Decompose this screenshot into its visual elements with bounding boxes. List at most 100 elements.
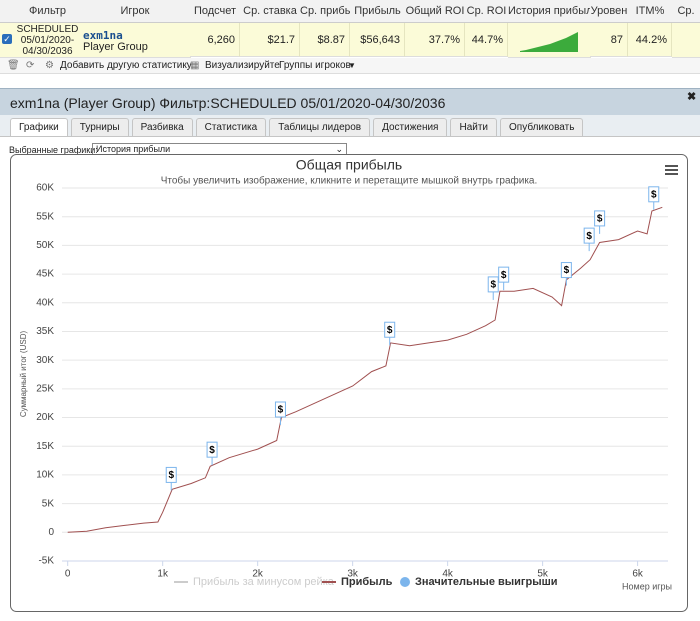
legend-item[interactable]: Прибыль за минусом рейка: [174, 576, 335, 588]
y-tick-label: 20K: [36, 412, 54, 423]
stat-cell: $21.7: [240, 23, 300, 57]
y-tick-label: 0: [48, 527, 54, 538]
sparkline-cell: [508, 23, 591, 58]
icon-chart[interactable]: ▦: [190, 60, 200, 71]
chart-subtitle: Чтобы увеличить изображение, кликните и …: [161, 175, 538, 187]
legend-item[interactable]: Прибыль: [322, 576, 393, 588]
flag[interactable]: $: [648, 186, 660, 210]
flag-box: [487, 276, 499, 293]
filter-cell: SCHEDULED 05/01/2020-04/30/2036: [15, 23, 81, 58]
y-axis-title: Суммарный итог (USD): [19, 331, 28, 418]
flag-text: $: [168, 470, 174, 481]
add-stat[interactable]: Добавить другую статистику: [60, 60, 192, 71]
panel-titlebar: exm1na (Player Group) Фильтр:SCHEDULED 0…: [0, 89, 700, 115]
x-tick-label: 6k: [632, 569, 644, 580]
toolbar: 🗑 ⟳ ⚙ Добавить другую статистику ▦ Визуа…: [0, 58, 700, 74]
tab[interactable]: Графики: [10, 118, 68, 136]
y-tick-label: 40K: [36, 297, 54, 308]
groups[interactable]: Группы игроков: [279, 60, 351, 71]
player-name[interactable]: exm1na: [83, 29, 123, 42]
column-header[interactable]: Ср. прибыль: [300, 0, 351, 23]
column-header[interactable]: Ср. ставка: [240, 0, 301, 23]
profit-line: [67, 206, 663, 533]
y-tick-label: 50K: [36, 240, 54, 251]
x-tick-label: 4k: [442, 569, 454, 580]
sparkline: [520, 32, 578, 52]
legend-label: Значительные выигрыши: [415, 576, 558, 588]
x-tick-label: 0: [65, 569, 71, 580]
level-cell: 87: [590, 23, 628, 57]
select-label: Выбранные графики:: [9, 145, 98, 155]
y-tick-label: 5K: [42, 498, 55, 509]
flag-text: $: [564, 265, 570, 276]
row-check-cell: ✓: [0, 23, 16, 58]
column-header[interactable]: Прибыль: [350, 0, 406, 23]
y-tick-label: 60K: [36, 183, 54, 194]
flag-box: [206, 441, 218, 458]
menu-icon[interactable]: [665, 165, 678, 175]
flag[interactable]: $: [274, 401, 286, 425]
stat-cell: 44.7%: [465, 23, 508, 57]
panel-title: exm1na (Player Group) Фильтр:SCHEDULED 0…: [10, 95, 446, 111]
tab[interactable]: Найти: [450, 118, 498, 136]
column-header[interactable]: Ср. ROI: [465, 0, 509, 23]
icon-refresh[interactable]: ⟳: [26, 60, 35, 71]
column-header[interactable]: Ср.: [672, 0, 700, 23]
close-button[interactable]: ✖: [687, 91, 697, 103]
flag[interactable]: $: [165, 466, 177, 491]
column-header[interactable]: ITM%: [628, 0, 673, 23]
flag-box: [274, 401, 286, 418]
groups-arrow[interactable]: ▼: [348, 61, 356, 70]
x-tick-label: 5k: [537, 569, 549, 580]
tab[interactable]: Статистика: [195, 118, 267, 136]
flag[interactable]: $: [206, 441, 218, 466]
tab[interactable]: Разбивка: [131, 118, 193, 136]
x-axis-title: Номер игры: [622, 581, 672, 591]
flag-text: $: [651, 189, 657, 200]
legend-symbol: [400, 577, 410, 587]
column-header[interactable]: Фильтр: [15, 0, 81, 23]
legend-label: Прибыль за минусом рейка: [193, 576, 335, 588]
column-header[interactable]: История прибыли: [508, 0, 591, 23]
stat-cell: 6,260: [190, 23, 240, 57]
icon-add[interactable]: ⚙: [45, 60, 54, 71]
column-header[interactable]: Уровен: [590, 0, 629, 23]
chart-frame: [10, 154, 688, 612]
stat-cell: $56,643: [350, 23, 405, 57]
x-tick-label: 2k: [252, 569, 264, 580]
flag[interactable]: $: [583, 227, 595, 252]
column-header[interactable]: Игрок: [80, 0, 191, 23]
y-tick-label: 15K: [36, 441, 54, 452]
flag-box: [165, 466, 177, 483]
y-tick-label: -5K: [38, 556, 54, 567]
stat-cell: 37.7%: [405, 23, 465, 57]
y-tick-label: 30K: [36, 355, 54, 366]
flag-text: $: [278, 405, 284, 416]
checkbox[interactable]: ✓: [2, 34, 12, 44]
legend-item[interactable]: Значительные выигрыши: [400, 576, 558, 588]
tab[interactable]: Турниры: [70, 118, 129, 136]
column-header[interactable]: Подсчет: [190, 0, 241, 23]
chart: Общая прибыль Чтобы увеличить изображени…: [10, 154, 688, 612]
tab[interactable]: Таблицы лидеров: [269, 118, 371, 136]
y-tick-label: 25K: [36, 383, 54, 394]
flag[interactable]: $: [594, 210, 606, 234]
visualize[interactable]: Визуализируйте: [205, 60, 280, 71]
icon-delete[interactable]: 🗑: [7, 60, 20, 71]
flag-box: [384, 321, 396, 338]
flag[interactable]: $: [498, 266, 510, 291]
column-header[interactable]: Общий ROI: [405, 0, 466, 23]
flag[interactable]: $: [384, 321, 396, 346]
tab[interactable]: Достижения: [373, 118, 448, 136]
flag-text: $: [387, 325, 393, 336]
y-tick-label: 55K: [36, 211, 54, 222]
x-tick-label: 1k: [157, 569, 169, 580]
flag[interactable]: $: [487, 276, 499, 300]
flag[interactable]: $: [560, 262, 572, 286]
y-tick-label: 35K: [36, 326, 54, 337]
flag-box: [498, 266, 510, 283]
itm-cell: 44.2%: [628, 23, 672, 57]
tab[interactable]: Опубликовать: [500, 118, 584, 136]
flag-text: $: [597, 214, 603, 225]
